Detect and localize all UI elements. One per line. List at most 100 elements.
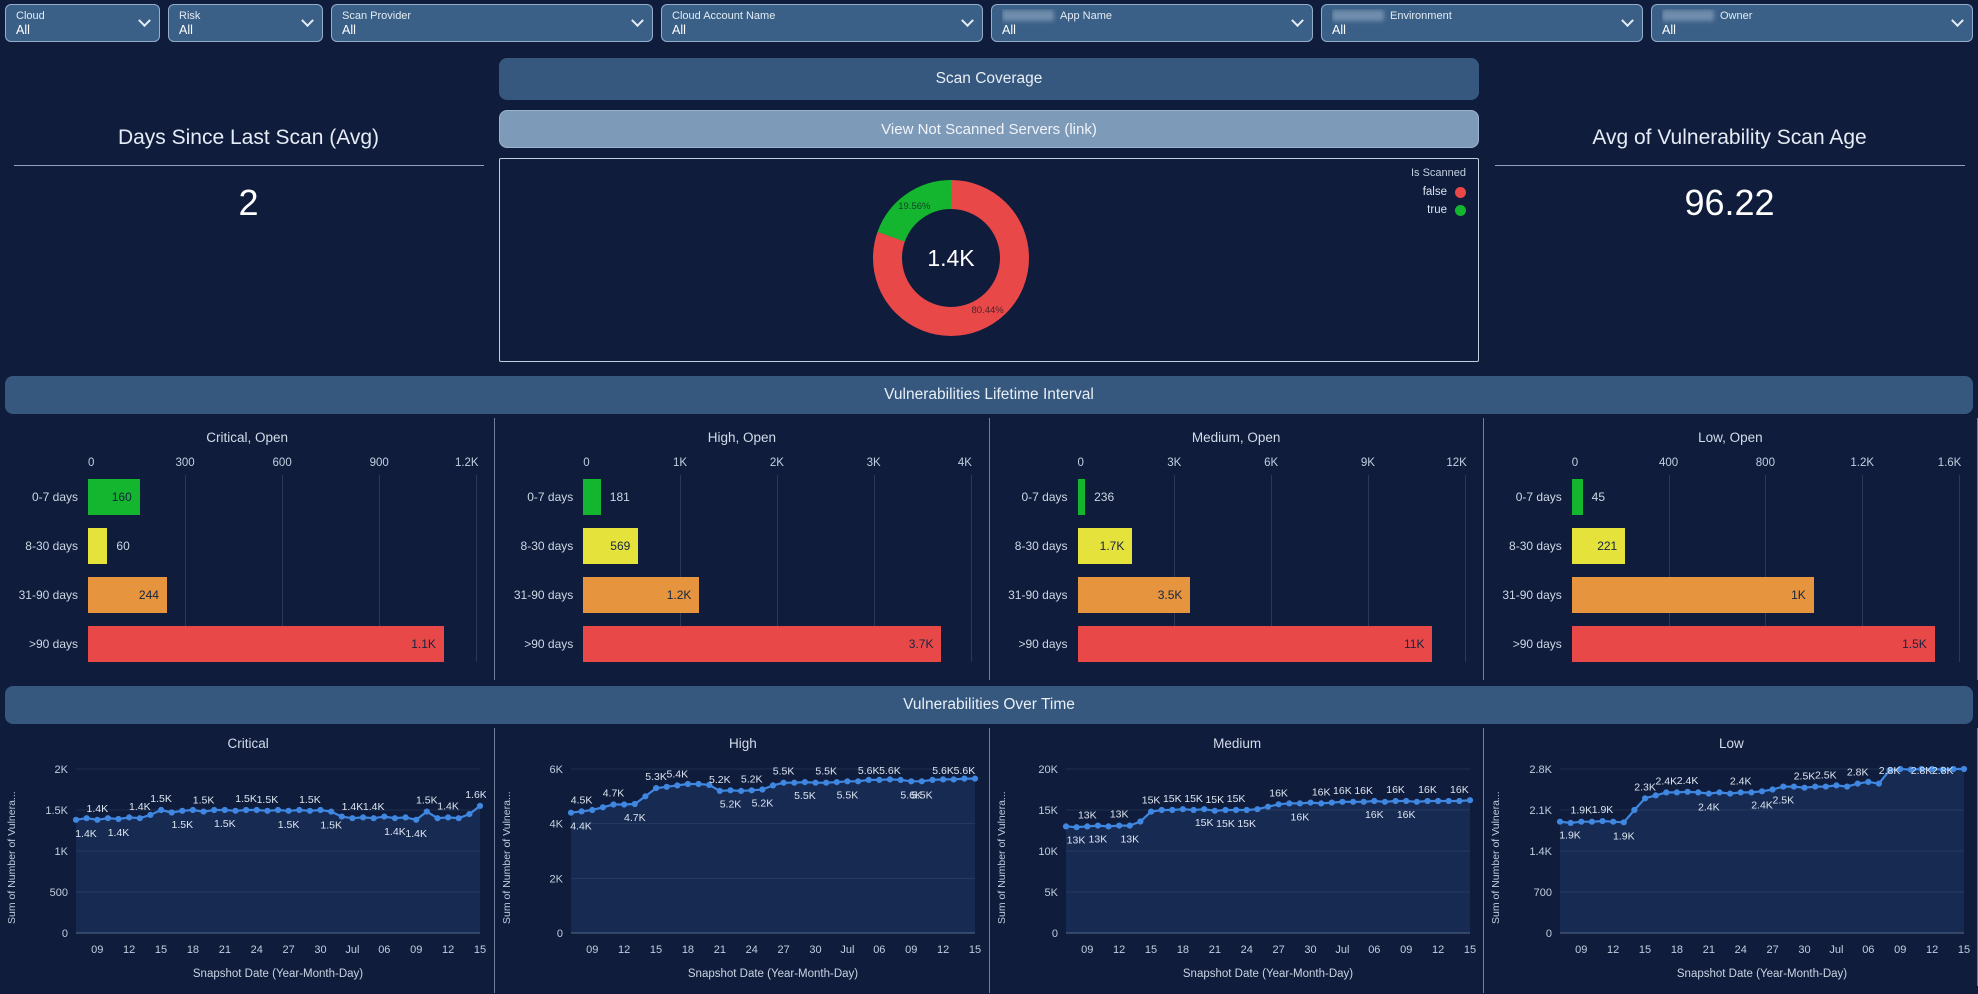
donut-slice-true[interactable]	[870, 176, 1032, 338]
data-point[interactable]	[1737, 789, 1744, 796]
data-point[interactable]	[1811, 783, 1819, 790]
filter-app-name[interactable]: App Name All	[991, 4, 1313, 42]
data-point[interactable]	[328, 808, 335, 815]
data-point[interactable]	[1168, 806, 1175, 814]
data-point[interactable]	[1779, 783, 1787, 790]
data-point[interactable]	[83, 815, 90, 822]
data-point[interactable]	[1748, 789, 1755, 796]
filter-cloud-account-name[interactable]: Cloud Account Name All	[661, 4, 983, 42]
data-point[interactable]	[1790, 783, 1797, 790]
data-point[interactable]	[1381, 798, 1388, 805]
data-point[interactable]	[1147, 808, 1154, 815]
data-point[interactable]	[961, 775, 968, 782]
data-point[interactable]	[1243, 806, 1250, 814]
data-point[interactable]	[445, 814, 452, 821]
data-point[interactable]	[423, 808, 430, 815]
data-point[interactable]	[360, 814, 367, 821]
data-point[interactable]	[253, 806, 260, 814]
data-point[interactable]	[1338, 798, 1345, 805]
data-point[interactable]	[1349, 798, 1356, 805]
data-point[interactable]	[1822, 783, 1829, 790]
bar-8-30-days[interactable]: 569	[583, 528, 639, 564]
data-point[interactable]	[1588, 818, 1595, 825]
data-point[interactable]	[706, 781, 713, 788]
bar-90-days[interactable]: 11K	[1077, 626, 1433, 662]
data-point[interactable]	[876, 776, 883, 783]
data-point[interactable]	[780, 779, 787, 786]
data-point[interactable]	[1466, 797, 1473, 804]
data-point[interactable]	[1296, 800, 1303, 807]
data-point[interactable]	[402, 814, 409, 821]
data-point[interactable]	[897, 776, 904, 783]
data-point[interactable]	[274, 806, 282, 814]
data-point[interactable]	[1694, 789, 1702, 796]
data-point[interactable]	[1886, 767, 1893, 774]
data-point[interactable]	[759, 786, 766, 793]
data-point[interactable]	[908, 778, 915, 785]
data-point[interactable]	[1599, 818, 1606, 825]
data-point[interactable]	[1360, 798, 1367, 805]
data-point[interactable]	[1094, 822, 1101, 829]
data-point[interactable]	[1136, 818, 1143, 825]
data-point[interactable]	[855, 778, 862, 785]
data-point[interactable]	[1455, 797, 1462, 805]
data-point[interactable]	[653, 785, 660, 792]
data-point[interactable]	[1126, 822, 1133, 829]
data-point[interactable]	[1875, 780, 1882, 787]
data-point[interactable]	[232, 807, 239, 814]
data-point[interactable]	[136, 815, 143, 822]
data-point[interactable]	[200, 808, 207, 815]
data-point[interactable]	[104, 815, 111, 822]
data-point[interactable]	[391, 815, 398, 822]
data-point[interactable]	[695, 780, 702, 788]
data-point[interactable]	[1864, 778, 1872, 785]
data-point[interactable]	[1705, 790, 1712, 797]
data-point[interactable]	[663, 783, 671, 790]
data-point[interactable]	[1662, 789, 1670, 796]
bar-8-30-days[interactable]: 221	[1571, 528, 1626, 564]
bar-90-days[interactable]: 3.7K	[583, 626, 942, 662]
data-point[interactable]	[317, 806, 324, 814]
data-point[interactable]	[476, 802, 484, 809]
data-point[interactable]	[1907, 766, 1914, 773]
data-point[interactable]	[738, 787, 745, 794]
data-point[interactable]	[1843, 783, 1850, 790]
data-point[interactable]	[1200, 806, 1207, 813]
data-point[interactable]	[1328, 799, 1335, 806]
data-point[interactable]	[727, 787, 734, 794]
data-point[interactable]	[1179, 806, 1186, 813]
data-point[interactable]	[264, 807, 271, 814]
data-point[interactable]	[1620, 819, 1627, 826]
data-point[interactable]	[685, 780, 692, 788]
data-point[interactable]	[589, 806, 596, 814]
data-point[interactable]	[929, 776, 936, 783]
data-point[interactable]	[306, 807, 313, 814]
data-point[interactable]	[631, 800, 639, 808]
data-point[interactable]	[349, 815, 356, 822]
data-point[interactable]	[844, 778, 851, 785]
data-point[interactable]	[1684, 788, 1691, 795]
data-point[interactable]	[296, 806, 303, 814]
data-point[interactable]	[823, 779, 830, 786]
data-point[interactable]	[381, 813, 388, 820]
data-point[interactable]	[1402, 797, 1409, 805]
bar-0-7-days[interactable]	[1077, 479, 1086, 515]
data-point[interactable]	[748, 787, 756, 794]
data-point[interactable]	[189, 806, 196, 814]
data-point[interactable]	[1317, 800, 1324, 807]
data-point[interactable]	[1939, 766, 1946, 773]
filter-risk[interactable]: Risk All	[168, 4, 323, 42]
data-point[interactable]	[466, 811, 473, 818]
data-point[interactable]	[455, 815, 462, 822]
data-point[interactable]	[1673, 789, 1680, 796]
data-point[interactable]	[940, 776, 947, 783]
data-point[interactable]	[126, 814, 133, 821]
bar-90-days[interactable]: 1.1K	[88, 626, 444, 662]
data-point[interactable]	[1556, 818, 1563, 825]
data-point[interactable]	[1158, 806, 1165, 814]
bar-8-30-days[interactable]	[88, 528, 108, 564]
data-point[interactable]	[158, 806, 165, 814]
data-point[interactable]	[600, 804, 607, 811]
data-point[interactable]	[1370, 797, 1377, 805]
data-point[interactable]	[1854, 780, 1861, 787]
